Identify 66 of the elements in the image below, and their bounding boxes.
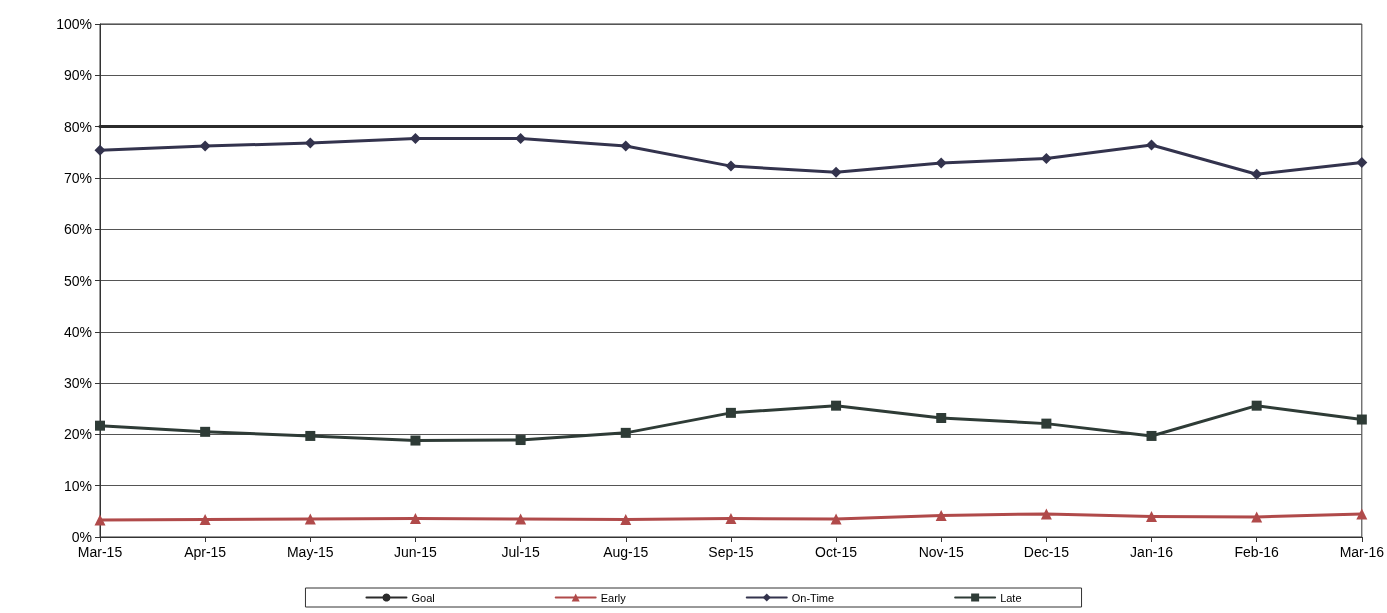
x-tick-label: Mar-16 — [1339, 544, 1385, 560]
x-tick-label: Mar-15 — [77, 544, 123, 560]
y-tick-label: 70% — [63, 169, 92, 186]
point — [1356, 508, 1368, 520]
x-tick-label: Aug-15 — [603, 544, 649, 560]
point — [304, 513, 316, 525]
point — [1356, 157, 1368, 169]
point — [725, 513, 737, 525]
point — [94, 144, 106, 156]
x-tick-label: Nov-15 — [918, 544, 964, 560]
y-tick-label: 0% — [71, 529, 92, 545]
legend-label: On-Time — [791, 591, 835, 604]
point — [935, 157, 947, 169]
y-tick-label: 50% — [63, 272, 92, 289]
point — [831, 400, 842, 411]
point — [1251, 168, 1263, 180]
point — [515, 132, 527, 144]
point — [1040, 508, 1052, 520]
y-tick-label: 60% — [63, 221, 92, 238]
point — [620, 427, 631, 438]
x-tick-label: Jan-16 — [1130, 544, 1174, 560]
x-tick-label: May-15 — [286, 544, 334, 560]
y-tick-label: 90% — [63, 67, 92, 84]
y-tick-label: 10% — [63, 477, 92, 494]
point — [1146, 139, 1158, 151]
point — [1040, 152, 1052, 164]
point — [409, 513, 421, 525]
point — [1041, 418, 1052, 429]
point — [305, 430, 316, 441]
point — [199, 514, 211, 526]
point — [830, 513, 842, 525]
point — [725, 407, 736, 418]
point — [1146, 430, 1157, 441]
x-tick-label: Apr-15 — [184, 544, 227, 560]
point — [1356, 414, 1367, 425]
point — [515, 435, 526, 446]
y-tick-label: 40% — [63, 323, 92, 340]
x-tick-label: Dec-15 — [1023, 544, 1070, 560]
y-tick-label: 20% — [63, 426, 92, 443]
x-tick-label: Feb-16 — [1234, 544, 1280, 560]
point — [1251, 511, 1263, 523]
point — [936, 412, 947, 423]
x-tick-label: Jul-15 — [501, 544, 540, 560]
point — [620, 514, 632, 526]
x-tick-label: Sep-15 — [708, 544, 754, 560]
point — [409, 132, 421, 144]
point — [95, 420, 105, 431]
point — [830, 166, 842, 178]
point — [1146, 510, 1158, 522]
legend-label: Late — [1000, 591, 1022, 604]
legend-label: Early — [600, 591, 627, 604]
point — [199, 140, 211, 152]
point — [200, 426, 211, 437]
point — [515, 513, 527, 525]
point — [725, 160, 737, 172]
point — [94, 514, 106, 526]
y-tick-label: 30% — [63, 375, 92, 392]
point — [620, 140, 632, 152]
x-tick-label: Jun-15 — [394, 544, 438, 560]
point — [935, 509, 947, 521]
point — [410, 435, 421, 446]
x-tick-label: Oct-15 — [815, 544, 858, 560]
point — [1251, 400, 1262, 411]
y-tick-label: 80% — [63, 118, 92, 135]
y-tick-label: 100% — [56, 16, 92, 32]
legend-label: Goal — [411, 591, 435, 604]
